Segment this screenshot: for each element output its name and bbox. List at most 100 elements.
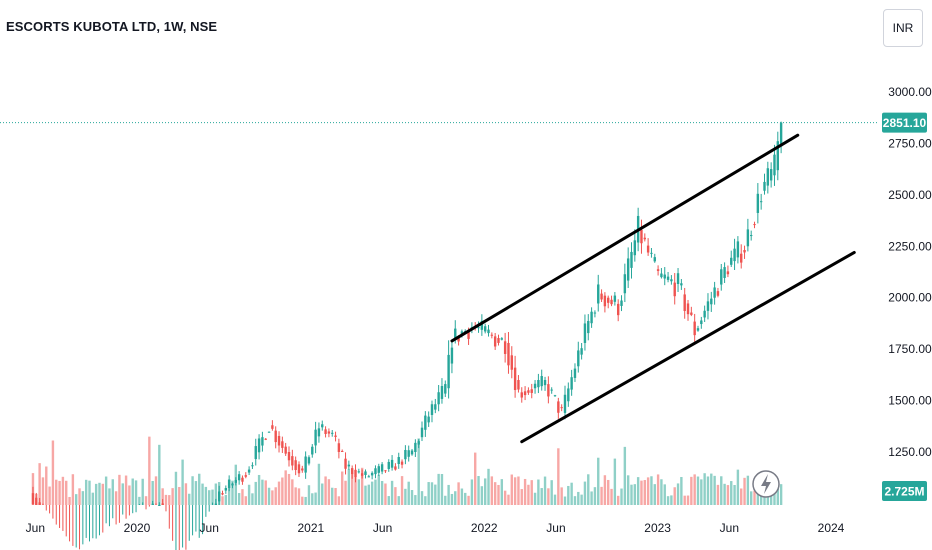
candle bbox=[553, 394, 557, 397]
volume-bar bbox=[440, 474, 444, 505]
candle bbox=[377, 463, 380, 476]
volume-bar bbox=[271, 490, 274, 505]
volume-bar bbox=[91, 492, 95, 505]
candle bbox=[331, 429, 334, 437]
volume-bar bbox=[311, 493, 314, 505]
candle bbox=[560, 404, 563, 412]
candle bbox=[570, 369, 573, 396]
volume-bar bbox=[497, 484, 500, 505]
volume-bar bbox=[550, 480, 553, 505]
candle bbox=[710, 291, 713, 312]
volume-bar bbox=[464, 492, 467, 505]
candle bbox=[477, 321, 480, 333]
volume-bar bbox=[131, 478, 134, 505]
candle bbox=[301, 465, 304, 473]
volume-bar bbox=[444, 495, 447, 505]
candle bbox=[274, 426, 277, 449]
volume-bar bbox=[520, 489, 523, 505]
volume-bar bbox=[201, 483, 204, 505]
volume-bar bbox=[277, 481, 281, 505]
candle bbox=[736, 236, 740, 264]
volume-bar bbox=[114, 491, 118, 505]
candle bbox=[607, 295, 610, 309]
candle bbox=[733, 238, 736, 270]
candle bbox=[440, 378, 444, 404]
volume-bar bbox=[94, 483, 98, 505]
volume-bar bbox=[301, 496, 304, 505]
candle bbox=[397, 452, 400, 469]
candle bbox=[543, 376, 547, 391]
volume-bar bbox=[447, 484, 450, 505]
volume-bar bbox=[580, 494, 583, 505]
candle bbox=[437, 384, 440, 412]
candle bbox=[583, 314, 587, 351]
volume-bar bbox=[537, 479, 540, 505]
volume-bar bbox=[104, 476, 108, 505]
volume-bar bbox=[284, 470, 287, 505]
volume-bar bbox=[188, 493, 191, 505]
candle bbox=[716, 287, 720, 298]
candle bbox=[241, 475, 244, 485]
candle bbox=[264, 437, 267, 441]
candle bbox=[327, 428, 331, 438]
candle bbox=[680, 279, 683, 290]
candle bbox=[749, 230, 753, 241]
volume-bar bbox=[41, 477, 45, 505]
candle bbox=[414, 439, 417, 457]
candle bbox=[530, 383, 533, 399]
volume-bar bbox=[74, 494, 78, 505]
volume-bar bbox=[144, 496, 148, 505]
lightning-bolt-icon[interactable] bbox=[752, 470, 780, 498]
candle bbox=[38, 497, 41, 505]
volume-bar bbox=[670, 495, 673, 505]
candle bbox=[673, 273, 676, 305]
volume-bar bbox=[533, 492, 537, 505]
volume-bar bbox=[467, 495, 470, 505]
candle bbox=[237, 471, 241, 485]
volume-bar bbox=[317, 463, 321, 505]
volume-bar bbox=[404, 488, 407, 505]
volume-bar bbox=[244, 496, 247, 505]
volume-bar bbox=[357, 479, 361, 505]
volume-bar bbox=[510, 474, 513, 505]
volume-bar bbox=[287, 473, 291, 505]
volume-bar bbox=[380, 480, 384, 505]
volume-bar bbox=[367, 484, 371, 505]
volume-bar bbox=[98, 482, 101, 505]
volume-bar bbox=[527, 484, 530, 505]
volume-bar bbox=[430, 482, 434, 505]
candle bbox=[380, 462, 384, 475]
volume-bar bbox=[138, 496, 141, 505]
candle bbox=[244, 472, 247, 479]
y-tick-label: 1500.00 bbox=[888, 394, 932, 408]
currency-button[interactable]: INR bbox=[883, 9, 923, 47]
volume-bar bbox=[65, 480, 68, 505]
volume-bar bbox=[387, 496, 390, 505]
volume-bar bbox=[733, 485, 736, 505]
volume-bar bbox=[480, 486, 484, 505]
candle bbox=[311, 444, 314, 458]
candle bbox=[394, 463, 397, 471]
candle bbox=[151, 500, 154, 505]
candle bbox=[490, 332, 494, 339]
candle bbox=[690, 306, 693, 317]
volume-bar bbox=[101, 483, 104, 505]
candle bbox=[364, 469, 367, 479]
volume-bar bbox=[184, 483, 188, 505]
volume-bar bbox=[763, 494, 766, 505]
candle bbox=[294, 456, 297, 476]
volume-bar bbox=[487, 468, 490, 505]
volume-bar bbox=[503, 490, 507, 505]
candle bbox=[686, 299, 690, 321]
volume-bar bbox=[314, 492, 317, 505]
volume-bar bbox=[600, 486, 603, 505]
volume-bar bbox=[334, 488, 337, 505]
last-volume-value: 2.725M bbox=[884, 485, 924, 499]
volume-bar bbox=[616, 495, 620, 505]
candle bbox=[520, 387, 523, 403]
candle bbox=[557, 397, 560, 419]
volume-bar bbox=[38, 463, 41, 505]
candle bbox=[410, 448, 414, 456]
candle bbox=[769, 162, 773, 188]
